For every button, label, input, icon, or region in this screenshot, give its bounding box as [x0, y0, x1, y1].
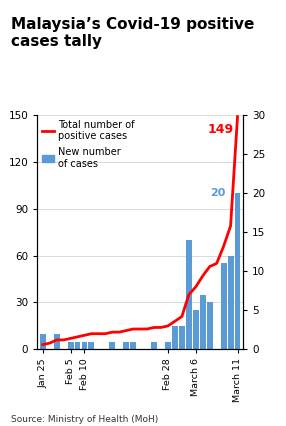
Legend: Total number of
positive cases, New number
of cases: Total number of positive cases, New numb…	[42, 120, 134, 169]
Bar	[67, 342, 74, 349]
Bar	[235, 193, 241, 349]
Bar	[88, 342, 94, 349]
Bar	[193, 310, 199, 349]
Bar	[109, 342, 115, 349]
Text: 149: 149	[208, 123, 234, 136]
Bar	[172, 326, 178, 349]
Text: Source: Ministry of Health (MoH): Source: Ministry of Health (MoH)	[11, 415, 159, 424]
Bar	[186, 240, 192, 349]
Bar	[54, 334, 59, 349]
Bar	[130, 342, 136, 349]
Text: 20: 20	[210, 188, 225, 198]
Bar	[75, 342, 80, 349]
Bar	[200, 295, 206, 349]
Bar	[179, 326, 185, 349]
Bar	[207, 302, 213, 349]
Bar	[221, 263, 227, 349]
Bar	[123, 342, 129, 349]
Bar	[151, 342, 157, 349]
Bar	[165, 342, 171, 349]
Bar	[40, 334, 46, 349]
Text: Malaysia’s Covid-19 positive
cases tally: Malaysia’s Covid-19 positive cases tally	[11, 17, 255, 49]
Bar	[228, 256, 234, 349]
Bar	[82, 342, 88, 349]
